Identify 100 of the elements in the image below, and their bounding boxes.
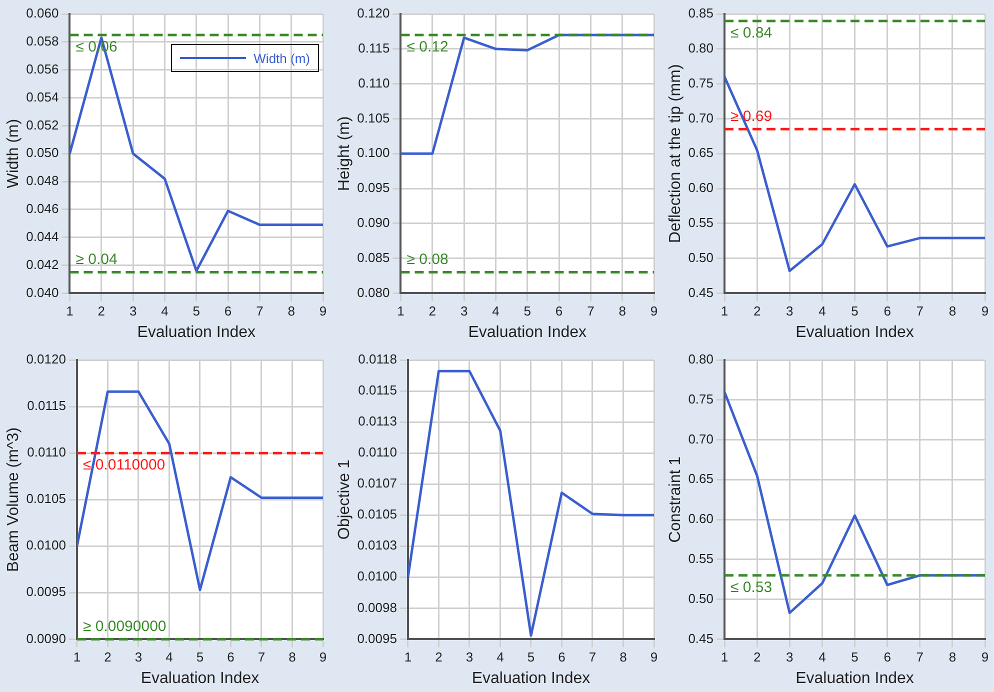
x-tick-label: 6 bbox=[227, 650, 234, 665]
x-tick-label: 4 bbox=[496, 650, 504, 665]
x-tick-label: 3 bbox=[129, 304, 137, 319]
x-tick-label: 7 bbox=[916, 650, 924, 665]
x-tick-label: 2 bbox=[104, 650, 112, 665]
y-tick-label: 0.0107 bbox=[357, 476, 397, 491]
x-tick-label: 4 bbox=[492, 304, 500, 319]
y-tick-label: 0.100 bbox=[357, 145, 390, 160]
x-axis-title: Evaluation Index bbox=[468, 324, 587, 341]
y-axis-title: Deflection at the tip (mm) bbox=[667, 64, 684, 243]
x-tick-label: 5 bbox=[192, 304, 200, 319]
ref-line-label: ≥ 0.08 bbox=[406, 250, 448, 268]
x-tick-label: 2 bbox=[753, 304, 761, 319]
y-tick-label: 0.095 bbox=[357, 180, 390, 196]
y-tick-label: 0.0115 bbox=[27, 398, 66, 414]
x-tick-label: 6 bbox=[884, 650, 891, 665]
x-tick-label: 1 bbox=[73, 650, 81, 665]
y-axis-title: Objective 1 bbox=[336, 459, 354, 540]
x-tick-label: 2 bbox=[428, 304, 436, 319]
y-tick-label: 0.55 bbox=[688, 551, 714, 566]
x-tick-label: 9 bbox=[319, 650, 327, 665]
x-tick-label: 5 bbox=[196, 650, 204, 665]
y-axis-title: Constraint 1 bbox=[667, 456, 684, 543]
y-tick-label: 0.70 bbox=[688, 110, 714, 126]
x-tick-label: 4 bbox=[161, 304, 168, 319]
x-tick-label: 4 bbox=[818, 304, 826, 319]
y-tick-label: 0.058 bbox=[26, 34, 59, 48]
y-tick-label: 0.0120 bbox=[26, 352, 66, 367]
ref-line-label: ≤ 0.53 bbox=[730, 579, 772, 596]
y-tick-label: 0.80 bbox=[688, 40, 714, 56]
y-tick-label: 0.0113 bbox=[358, 414, 397, 429]
x-tick-label: 3 bbox=[460, 304, 468, 319]
y-tick-label: 0.45 bbox=[688, 630, 714, 646]
ref-line-label: ≥ 0.0090000 bbox=[82, 618, 166, 635]
y-tick-label: 0.0098 bbox=[357, 600, 397, 615]
text: Width (m) bbox=[254, 50, 310, 66]
y-tick-label: 0.0100 bbox=[26, 538, 66, 553]
x-tick-label: 5 bbox=[524, 304, 531, 319]
y-tick-label: 0.060 bbox=[26, 6, 59, 21]
x-tick-label: 8 bbox=[288, 304, 295, 319]
x-tick-label: 7 bbox=[256, 304, 264, 319]
y-tick-label: 0.0090 bbox=[26, 630, 66, 646]
y-tick-label: 0.0115 bbox=[358, 382, 397, 398]
y-tick-label: 0.65 bbox=[688, 471, 714, 486]
x-tick-label: 1 bbox=[720, 650, 728, 665]
x-tick-label: 7 bbox=[588, 650, 596, 665]
x-tick-label: 6 bbox=[884, 304, 891, 319]
x-tick-label: 9 bbox=[981, 304, 989, 319]
x-tick-label: 7 bbox=[587, 304, 594, 319]
ref-line-label: ≤ 0.12 bbox=[406, 38, 448, 56]
x-tick-label: 8 bbox=[288, 650, 296, 665]
x-tick-label: 5 bbox=[527, 650, 535, 665]
y-tick-label: 0.090 bbox=[357, 214, 390, 230]
x-tick-label: 1 bbox=[397, 304, 404, 319]
y-tick-label: 0.0110 bbox=[358, 444, 397, 460]
y-tick-label: 0.110 bbox=[358, 75, 390, 90]
x-tick-label: 5 bbox=[851, 304, 858, 319]
x-tick-label: 3 bbox=[134, 650, 142, 665]
y-axis-title: Width (m) bbox=[5, 118, 22, 188]
x-axis-title: Evaluation Index bbox=[796, 670, 914, 687]
x-tick-label: 3 bbox=[466, 650, 474, 665]
y-tick-label: 0.0100 bbox=[357, 568, 397, 584]
y-axis-title: Beam Volume (m^3) bbox=[5, 427, 22, 572]
x-tick-label: 2 bbox=[435, 650, 442, 665]
y-tick-label: 0.044 bbox=[26, 228, 59, 244]
y-tick-label: 0.105 bbox=[357, 110, 390, 126]
y-tick-label: 0.080 bbox=[357, 284, 390, 300]
y-tick-label: 0.085 bbox=[357, 250, 390, 265]
x-tick-label: 7 bbox=[916, 304, 924, 319]
y-tick-label: 0.052 bbox=[26, 117, 59, 132]
y-tick-label: 0.046 bbox=[26, 201, 59, 216]
x-tick-label: 6 bbox=[558, 650, 566, 665]
x-tick-label: 8 bbox=[948, 650, 956, 665]
y-tick-label: 0.0110 bbox=[27, 444, 66, 460]
x-tick-label: 6 bbox=[224, 304, 232, 319]
y-tick-label: 0.0095 bbox=[357, 630, 397, 646]
y-tick-label: 0.75 bbox=[688, 75, 714, 90]
y-tick-label: 0.45 bbox=[688, 284, 714, 300]
x-tick-label: 3 bbox=[786, 650, 794, 665]
x-axis-title: Evaluation Index bbox=[796, 324, 914, 341]
y-tick-label: 0.056 bbox=[26, 61, 59, 76]
x-tick-label: 2 bbox=[753, 650, 761, 665]
x-tick-label: 4 bbox=[166, 650, 173, 665]
y-tick-label: 0.0095 bbox=[26, 584, 66, 600]
ref-line-label: ≥ 0.04 bbox=[76, 250, 118, 268]
y-tick-label: 0.042 bbox=[26, 256, 59, 272]
ref-line-label: ≤ 0.0110000 bbox=[82, 456, 166, 474]
y-tick-label: 0.0105 bbox=[26, 491, 66, 506]
x-tick-label: 3 bbox=[786, 304, 794, 319]
x-axis-title: Evaluation Index bbox=[140, 670, 260, 687]
x-tick-label: 8 bbox=[618, 304, 626, 319]
y-tick-label: 0.120 bbox=[357, 6, 390, 21]
y-tick-label: 0.70 bbox=[688, 431, 714, 446]
y-tick-label: 0.80 bbox=[688, 352, 714, 367]
y-tick-label: 0.0118 bbox=[358, 352, 397, 367]
x-tick-label: 1 bbox=[66, 304, 74, 319]
y-tick-label: 0.054 bbox=[26, 89, 59, 104]
x-tick-label: 9 bbox=[319, 304, 327, 319]
y-tick-label: 0.55 bbox=[688, 214, 714, 230]
x-tick-label: 8 bbox=[620, 650, 627, 665]
